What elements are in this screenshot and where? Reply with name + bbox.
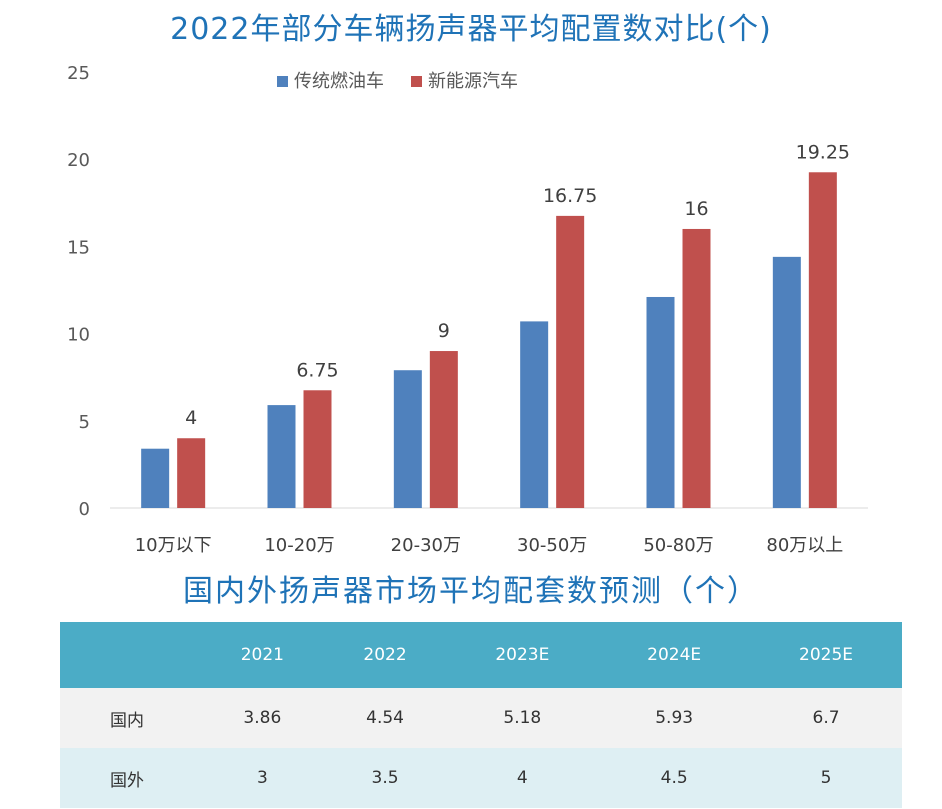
legend-swatch-nev bbox=[411, 76, 422, 87]
table-title: 国内外扬声器市场平均配套数预测（个） bbox=[183, 574, 759, 609]
data-label: 9 bbox=[438, 320, 450, 342]
bar-fuel bbox=[520, 321, 549, 508]
table-cell: 5.93 bbox=[598, 688, 751, 748]
table-cell: 4.54 bbox=[323, 688, 447, 748]
chart-title: 2022年部分车辆扬声器平均配置数对比(个) bbox=[170, 12, 772, 47]
table-cell: 4.5 bbox=[598, 748, 751, 808]
table-cell: 3.86 bbox=[201, 688, 324, 748]
x-tick-label: 20-30万 bbox=[391, 535, 461, 556]
header-cell-2024e: 2024E bbox=[598, 622, 751, 688]
legend-label-fuel: 传统燃油车 bbox=[294, 71, 384, 92]
x-tick-label: 80万以上 bbox=[766, 535, 843, 556]
y-tick-label: 20 bbox=[67, 150, 90, 171]
bar-chart: 0 5 10 15 20 25 4 10万以下 6.75 10-20万 9 20-30万 16.75 30… bbox=[67, 63, 868, 556]
bar-nev bbox=[682, 228, 711, 508]
header-cell-2022: 2022 bbox=[323, 622, 447, 688]
row-label-overseas: 国外 bbox=[60, 748, 201, 808]
bar-nev bbox=[808, 172, 837, 508]
y-tick-label: 0 bbox=[79, 499, 90, 520]
header-cell-2025e: 2025E bbox=[750, 622, 902, 688]
y-tick-label: 10 bbox=[67, 325, 90, 346]
data-label: 6.75 bbox=[296, 359, 338, 381]
x-tick-label: 10万以下 bbox=[135, 535, 212, 556]
legend-swatch-fuel bbox=[277, 76, 288, 87]
x-tick-label: 10-20万 bbox=[264, 535, 334, 556]
x-tick-label: 50-80万 bbox=[643, 535, 713, 556]
table-cell: 3 bbox=[201, 748, 324, 808]
forecast-table: 2021 2022 2023E 2024E 2025E 国内 3.86 4.54… bbox=[60, 622, 902, 808]
data-label: 19.25 bbox=[796, 141, 850, 163]
bar-nev bbox=[556, 215, 585, 508]
bar-fuel bbox=[267, 405, 296, 508]
table-row: 国内 3.86 4.54 5.18 5.93 6.7 bbox=[60, 688, 902, 748]
y-tick-label: 15 bbox=[67, 237, 90, 258]
bar-nev bbox=[177, 438, 206, 508]
row-label-domestic: 国内 bbox=[60, 688, 201, 748]
header-cell-blank bbox=[60, 622, 201, 688]
table-row: 国外 3 3.5 4 4.5 5 bbox=[60, 748, 902, 808]
table-cell: 5.18 bbox=[446, 688, 599, 748]
bar-nev bbox=[429, 351, 458, 508]
bar-fuel bbox=[646, 296, 675, 508]
table-cell: 4 bbox=[446, 748, 599, 808]
legend-label-nev: 新能源汽车 bbox=[428, 71, 518, 92]
table-cell: 6.7 bbox=[750, 688, 902, 748]
y-tick-label: 5 bbox=[79, 412, 90, 433]
bar-fuel bbox=[772, 256, 801, 508]
data-label: 16.75 bbox=[543, 185, 597, 207]
table-cell: 3.5 bbox=[323, 748, 447, 808]
header-cell-2023e: 2023E bbox=[446, 622, 599, 688]
bar-fuel bbox=[393, 370, 422, 508]
data-label: 16 bbox=[684, 198, 708, 220]
bar-nev bbox=[303, 390, 332, 508]
y-tick-label: 25 bbox=[67, 63, 90, 84]
header-cell-2021: 2021 bbox=[201, 622, 324, 688]
data-label: 4 bbox=[185, 407, 197, 429]
table-header-row: 2021 2022 2023E 2024E 2025E bbox=[60, 622, 902, 688]
table-cell: 5 bbox=[750, 748, 902, 808]
bar-fuel bbox=[141, 448, 170, 508]
x-tick-label: 30-50万 bbox=[517, 535, 587, 556]
